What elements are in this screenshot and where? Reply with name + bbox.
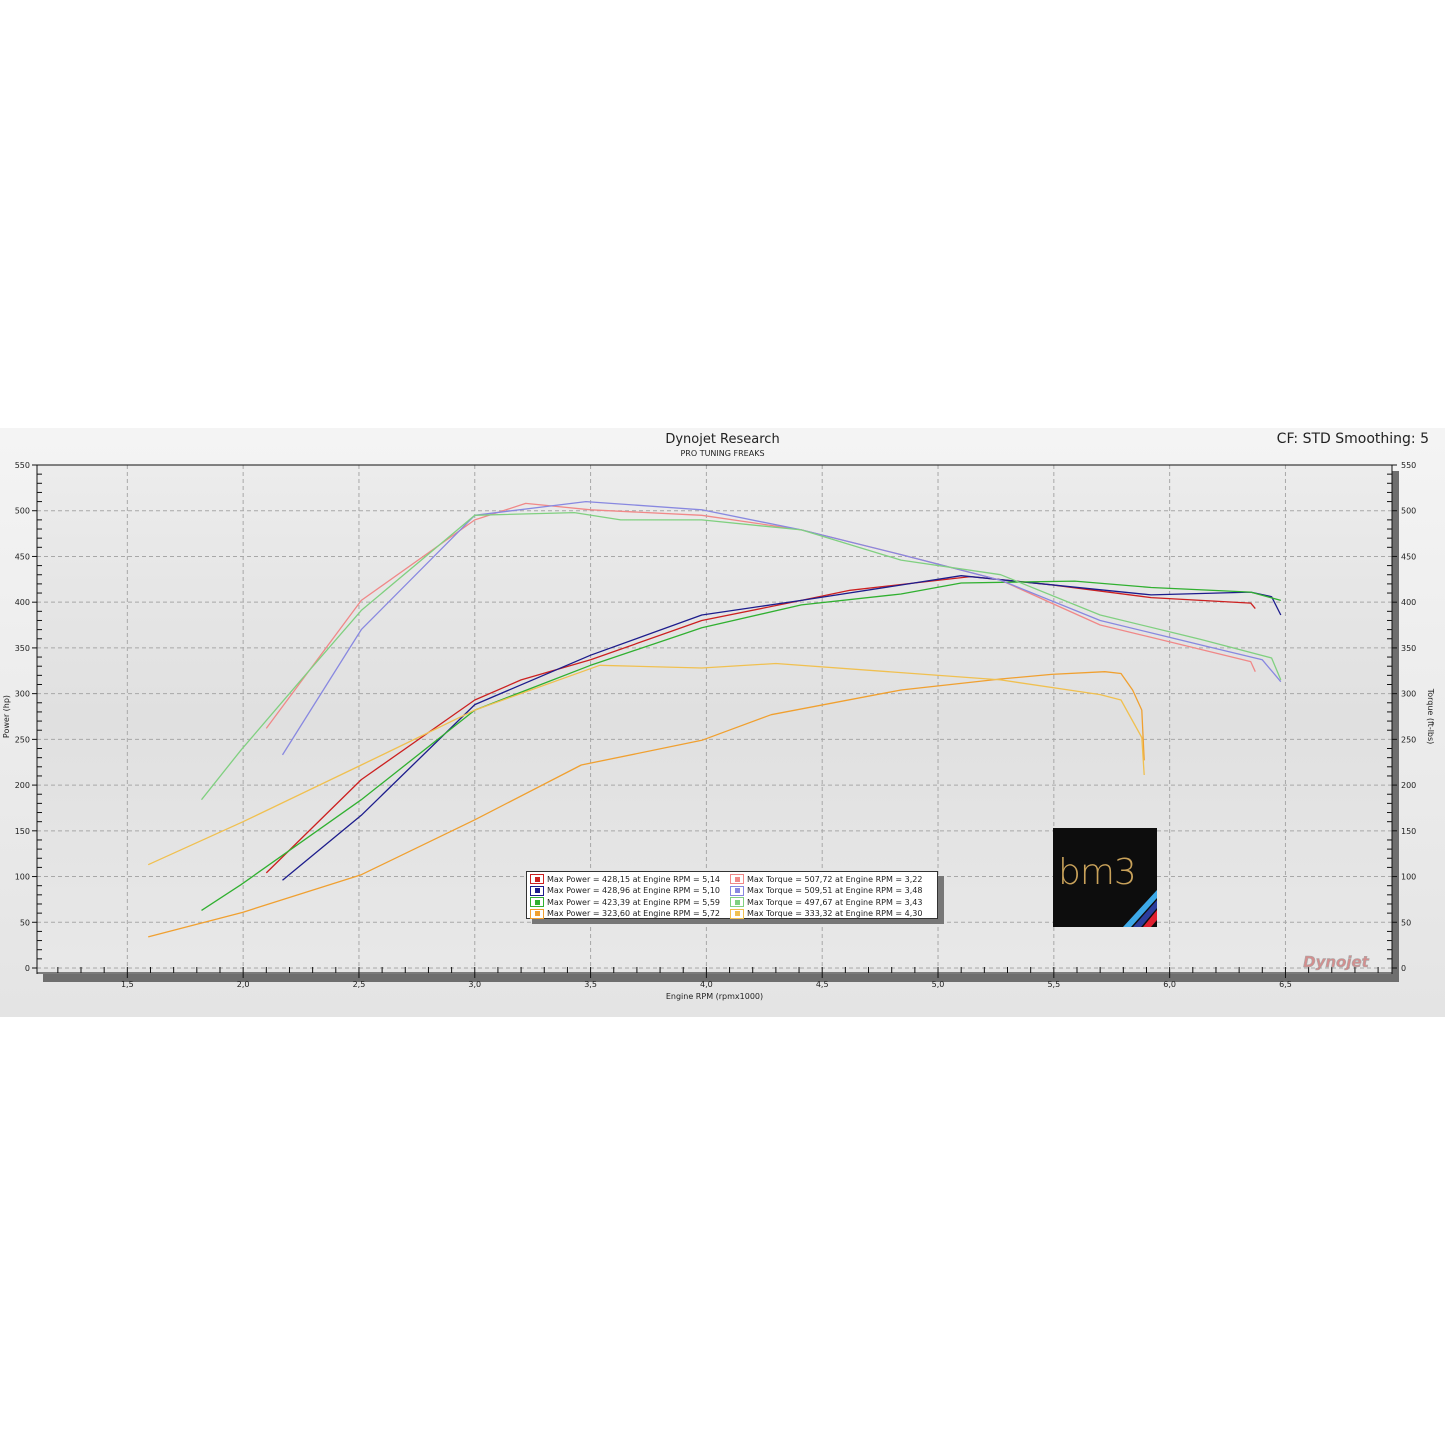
power-curve-4 bbox=[148, 671, 1145, 938]
settings-label: CF: STD Smoothing: 5 bbox=[1276, 431, 1429, 447]
legend-label: Max Power = 428,15 at Engine RPM = 5,14 bbox=[547, 874, 721, 884]
y2-tick-label: 150 bbox=[1401, 827, 1416, 836]
x-tick-label: 3,0 bbox=[468, 980, 481, 989]
dynojet-logo: Dynojet bbox=[1303, 953, 1370, 971]
y-tick-label: 350 bbox=[15, 644, 30, 653]
torque-curve-2 bbox=[281, 500, 1282, 756]
y2-tick-label: 400 bbox=[1401, 598, 1416, 607]
y-tick-label: 500 bbox=[15, 507, 30, 516]
chart-title: Dynojet Research bbox=[665, 432, 780, 447]
legend-item: Max Torque = 333,32 at Engine RPM = 4,30 bbox=[730, 908, 922, 920]
legend-label: Max Power = 323,60 at Engine RPM = 5,72 bbox=[547, 909, 721, 918]
x-axis-label: Engine RPM (rpmx1000) bbox=[666, 992, 763, 1001]
legend-item: Max Torque = 509,51 at Engine RPM = 3,48 bbox=[730, 885, 922, 897]
y-tick-label: 450 bbox=[15, 552, 30, 561]
legend-swatch bbox=[730, 897, 744, 907]
y-tick-label: 50 bbox=[20, 918, 30, 927]
x-tick-label: 6,5 bbox=[1279, 980, 1292, 989]
y-tick-label: 150 bbox=[15, 827, 30, 836]
y-tick-label: 0 bbox=[25, 964, 30, 973]
y2-tick-label: 550 bbox=[1401, 461, 1416, 470]
y2-axis-label: Torque (ft-lbs) bbox=[1426, 688, 1435, 745]
y-tick-label: 200 bbox=[15, 781, 30, 790]
y2-tick-label: 500 bbox=[1401, 507, 1416, 516]
bm3-logo: bm3 bbox=[1053, 828, 1157, 927]
legend-label: Max Torque = 333,32 at Engine RPM = 4,30 bbox=[747, 909, 923, 918]
legend-label: Max Torque = 507,72 at Engine RPM = 3,22 bbox=[747, 874, 923, 884]
legend-swatch bbox=[530, 885, 544, 896]
x-axis-shadow bbox=[43, 974, 1392, 982]
legend-label: Max Torque = 497,67 at Engine RPM = 3,43 bbox=[747, 897, 923, 907]
chart-subtitle: PRO TUNING FREAKS bbox=[680, 449, 765, 458]
y-axis-label: Power (hp) bbox=[2, 695, 11, 738]
legend: Max Power = 428,15 at Engine RPM = 5,14 M… bbox=[526, 871, 938, 919]
legend-swatch bbox=[530, 874, 544, 884]
legend-item: Max Power = 423,39 at Engine RPM = 5,59 bbox=[530, 896, 720, 908]
y2-tick-label: 350 bbox=[1401, 644, 1416, 653]
legend-swatch bbox=[730, 885, 744, 896]
y2-tick-label: 250 bbox=[1401, 735, 1416, 744]
x-tick-label: 5,5 bbox=[1047, 980, 1060, 989]
legend-item: Max Power = 428,96 at Engine RPM = 5,10 bbox=[530, 885, 720, 897]
y-tick-label: 250 bbox=[15, 735, 30, 744]
legend-label: Max Power = 428,96 at Engine RPM = 5,10 bbox=[547, 886, 721, 895]
legend-item: Max Torque = 497,67 at Engine RPM = 3,43 bbox=[730, 896, 922, 908]
x-tick-label: 2,0 bbox=[237, 980, 250, 989]
y2-tick-label: 0 bbox=[1401, 964, 1406, 973]
y-tick-label: 400 bbox=[15, 598, 30, 607]
y2-tick-label: 300 bbox=[1401, 690, 1416, 699]
x-tick-label: 4,0 bbox=[700, 980, 713, 989]
power-curve-3 bbox=[201, 580, 1281, 911]
x-tick-label: 1,5 bbox=[121, 980, 134, 989]
y2-tick-label: 50 bbox=[1401, 918, 1411, 927]
x-tick-label: 3,5 bbox=[584, 980, 597, 989]
x-tick-label: 5,0 bbox=[932, 980, 945, 989]
y2-tick-label: 200 bbox=[1401, 781, 1416, 790]
legend-label: Max Torque = 509,51 at Engine RPM = 3,48 bbox=[747, 886, 923, 895]
legend-swatch bbox=[730, 874, 744, 884]
legend-swatch bbox=[530, 908, 544, 919]
x-tick-label: 4,5 bbox=[816, 980, 829, 989]
y2-tick-label: 100 bbox=[1401, 873, 1416, 882]
y-tick-label: 300 bbox=[15, 690, 30, 699]
x-tick-label: 2,5 bbox=[353, 980, 366, 989]
legend-swatch bbox=[730, 908, 744, 919]
torque-curve-3 bbox=[200, 511, 1282, 801]
legend-swatch bbox=[530, 897, 544, 907]
y-tick-label: 100 bbox=[15, 873, 30, 882]
legend-item: Max Torque = 507,72 at Engine RPM = 3,22 bbox=[730, 873, 922, 885]
y2-tick-label: 450 bbox=[1401, 552, 1416, 561]
legend-item: Max Power = 428,15 at Engine RPM = 5,14 bbox=[530, 873, 720, 885]
x-tick-label: 6,0 bbox=[1163, 980, 1176, 989]
y2-axis-shadow bbox=[1392, 471, 1399, 982]
legend-label: Max Power = 423,39 at Engine RPM = 5,59 bbox=[547, 897, 721, 907]
torque-curve-4 bbox=[147, 662, 1145, 866]
legend-item: Max Power = 323,60 at Engine RPM = 5,72 bbox=[530, 908, 720, 920]
y-tick-label: 550 bbox=[15, 461, 30, 470]
